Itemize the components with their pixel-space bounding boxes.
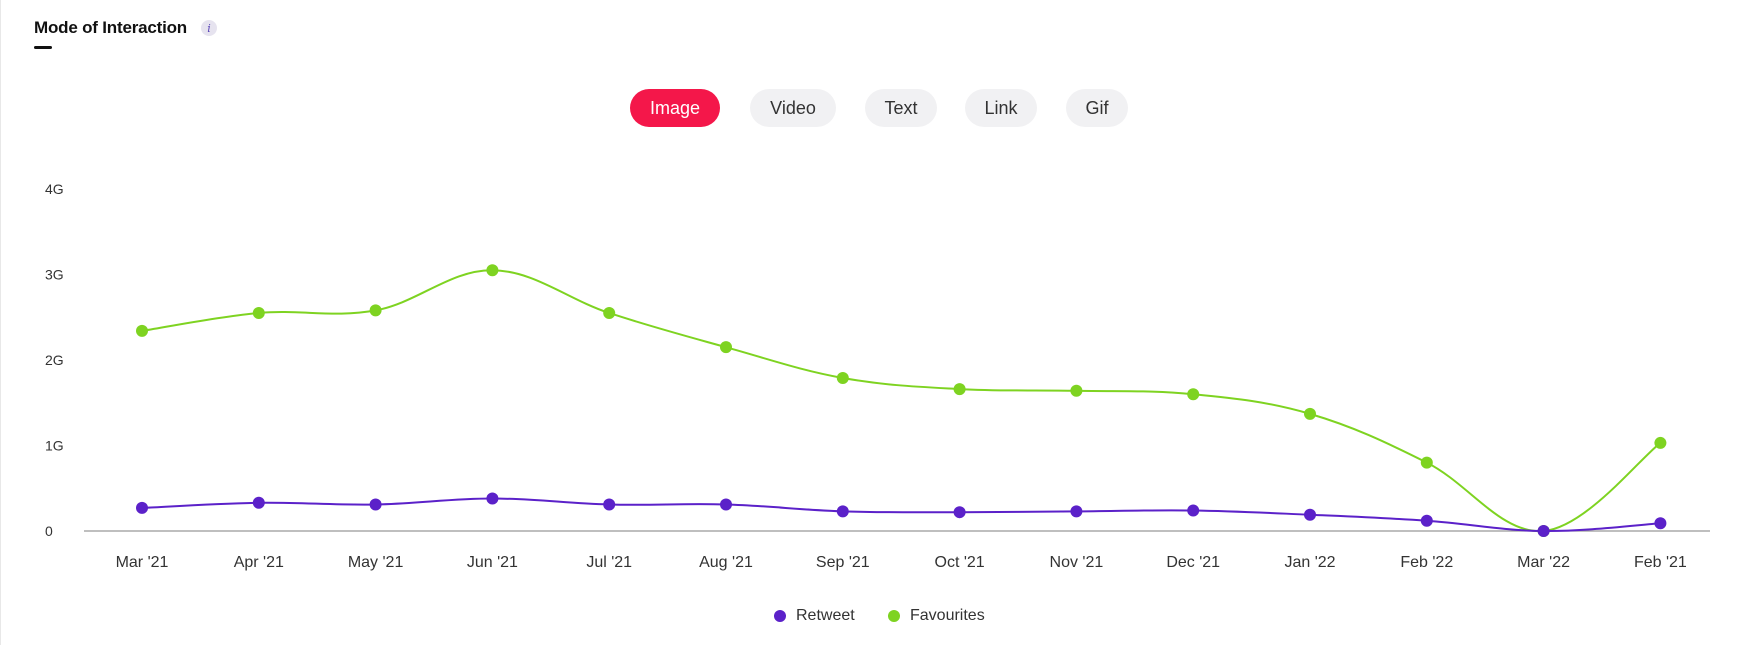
- legend-marker-favourites: [888, 610, 900, 622]
- data-point-favourites[interactable]: [1654, 436, 1667, 449]
- data-point-retweet[interactable]: [836, 505, 849, 518]
- data-point-retweet[interactable]: [603, 498, 616, 511]
- tab-gif[interactable]: Gif: [1066, 89, 1128, 127]
- x-tick-label: Jun '21: [467, 554, 518, 571]
- x-tick-label: Jul '21: [586, 554, 632, 571]
- legend-label-retweet: Retweet: [796, 607, 855, 624]
- tab-link[interactable]: Link: [965, 89, 1037, 127]
- x-tick-label: Oct '21: [935, 554, 985, 571]
- legend-marker-retweet: [774, 610, 786, 622]
- x-tick-label: Feb '21: [1634, 554, 1687, 571]
- data-point-retweet[interactable]: [1304, 508, 1316, 521]
- panel-border: [0, 0, 1, 645]
- info-icon[interactable]: i: [200, 20, 217, 36]
- x-tick-label: Dec '21: [1166, 554, 1220, 571]
- data-point-favourites[interactable]: [1187, 388, 1200, 401]
- series-line-retweet: [141, 497, 1661, 533]
- data-point-favourites[interactable]: [603, 306, 616, 319]
- data-point-retweet[interactable]: [252, 496, 265, 509]
- data-point-retweet[interactable]: [1070, 505, 1083, 518]
- x-tick-label: Sep '21: [816, 554, 870, 571]
- panel-title: Mode of Interaction: [34, 18, 187, 37]
- legend-item-favourites[interactable]: Favourites: [888, 607, 985, 625]
- x-tick-label: Mar '22: [1517, 554, 1570, 571]
- data-point-retweet[interactable]: [486, 492, 499, 505]
- x-tick-label: May '21: [348, 554, 404, 571]
- x-tick-label: Apr '21: [234, 554, 284, 571]
- data-point-favourites[interactable]: [836, 371, 849, 384]
- data-point-favourites[interactable]: [136, 324, 148, 337]
- panel-header: Mode of Interaction i: [34, 18, 217, 38]
- data-point-retweet[interactable]: [1654, 517, 1667, 530]
- x-tick-label: Mar '21: [116, 554, 169, 571]
- data-point-retweet[interactable]: [1537, 525, 1550, 537]
- data-point-favourites[interactable]: [1420, 456, 1433, 469]
- tab-image[interactable]: Image: [630, 89, 720, 127]
- tab-video[interactable]: Video: [750, 89, 836, 127]
- y-tick-label: 4G: [45, 181, 64, 197]
- x-tick-label: Feb '22: [1400, 554, 1453, 571]
- legend-item-retweet[interactable]: Retweet: [774, 607, 855, 625]
- data-point-favourites[interactable]: [486, 264, 499, 277]
- y-tick-label: 2G: [45, 352, 64, 368]
- legend-label-favourites: Favourites: [910, 607, 985, 624]
- y-tick-label: 0: [45, 523, 53, 539]
- media-type-tabs: Image Video Text Link Gif: [0, 89, 1754, 129]
- data-point-favourites[interactable]: [252, 306, 265, 319]
- data-point-favourites[interactable]: [369, 304, 382, 317]
- data-point-retweet[interactable]: [369, 498, 382, 511]
- x-tick-label: Jan '22: [1284, 554, 1335, 571]
- data-point-retweet[interactable]: [136, 501, 148, 514]
- data-point-favourites[interactable]: [1304, 407, 1316, 420]
- data-point-retweet[interactable]: [953, 506, 966, 519]
- chart-legend: Retweet Favourites: [0, 607, 1754, 631]
- tab-text[interactable]: Text: [865, 89, 937, 127]
- line-chart: 0 1G 2G 3G 4G Mar '21 Apr '21 May '21 Jun '21 Jul…: [45, 181, 1710, 571]
- y-tick-label: 1G: [45, 438, 64, 454]
- data-point-favourites[interactable]: [953, 383, 966, 396]
- y-tick-label: 3G: [45, 267, 64, 283]
- data-point-retweet[interactable]: [720, 498, 732, 511]
- x-tick-label: Aug '21: [699, 554, 753, 571]
- data-point-retweet[interactable]: [1420, 514, 1433, 527]
- x-tick-label: Nov '21: [1050, 554, 1104, 571]
- data-point-favourites[interactable]: [720, 341, 732, 354]
- data-point-retweet[interactable]: [1187, 504, 1200, 517]
- data-point-favourites[interactable]: [1070, 384, 1083, 397]
- title-underline: [34, 46, 52, 49]
